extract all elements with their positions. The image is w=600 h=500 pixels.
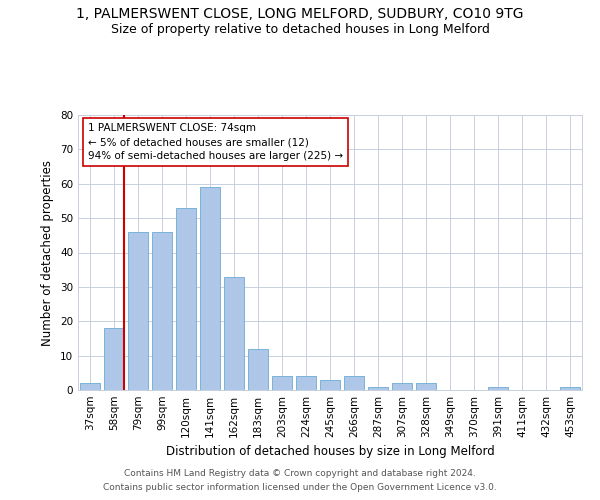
Bar	[224, 276, 244, 390]
Bar	[344, 376, 364, 390]
Bar	[416, 383, 436, 390]
Bar	[200, 187, 220, 390]
Bar	[80, 383, 100, 390]
Y-axis label: Number of detached properties: Number of detached properties	[41, 160, 55, 346]
Bar	[392, 383, 412, 390]
Bar	[320, 380, 340, 390]
Bar	[368, 386, 388, 390]
Text: 1 PALMERSWENT CLOSE: 74sqm
← 5% of detached houses are smaller (12)
94% of semi-: 1 PALMERSWENT CLOSE: 74sqm ← 5% of detac…	[88, 123, 343, 161]
X-axis label: Distribution of detached houses by size in Long Melford: Distribution of detached houses by size …	[166, 446, 494, 458]
Bar	[272, 376, 292, 390]
Text: 1, PALMERSWENT CLOSE, LONG MELFORD, SUDBURY, CO10 9TG: 1, PALMERSWENT CLOSE, LONG MELFORD, SUDB…	[76, 8, 524, 22]
Text: Size of property relative to detached houses in Long Melford: Size of property relative to detached ho…	[110, 22, 490, 36]
Bar	[176, 208, 196, 390]
Text: Contains HM Land Registry data © Crown copyright and database right 2024.: Contains HM Land Registry data © Crown c…	[124, 468, 476, 477]
Bar	[128, 232, 148, 390]
Bar	[152, 232, 172, 390]
Bar	[488, 386, 508, 390]
Bar	[560, 386, 580, 390]
Bar	[296, 376, 316, 390]
Text: Contains public sector information licensed under the Open Government Licence v3: Contains public sector information licen…	[103, 484, 497, 492]
Bar	[104, 328, 124, 390]
Bar	[248, 349, 268, 390]
